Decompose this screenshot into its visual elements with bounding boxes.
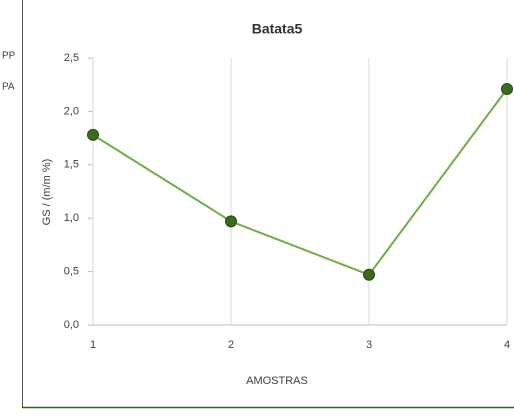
side-label: PP (2, 51, 16, 62)
x-tick-label: 4 (504, 339, 510, 351)
side-label: PA (2, 82, 15, 93)
chart-title: Batata5 (252, 21, 303, 37)
y-tick-label: 0,5 (64, 266, 79, 278)
y-tick-label: 0,0 (64, 319, 79, 331)
x-tick-label: 2 (228, 339, 234, 351)
data-point (363, 268, 375, 281)
series-line (92, 88, 508, 277)
y-axis-label: GS / (m/m %) (41, 159, 53, 226)
y-tick-label: 2,0 (64, 105, 79, 117)
y-tick-label: 1,0 (64, 212, 79, 224)
y-tick-label: 2,5 (64, 52, 79, 64)
data-point (225, 215, 237, 228)
data-point (501, 82, 513, 95)
y-tick-label: 1,5 (64, 159, 79, 171)
x-tick-label: 3 (366, 339, 372, 351)
x-axis-label: AMOSTRAS (246, 375, 308, 387)
data-point (87, 128, 99, 141)
x-tick-label: 1 (90, 339, 96, 351)
